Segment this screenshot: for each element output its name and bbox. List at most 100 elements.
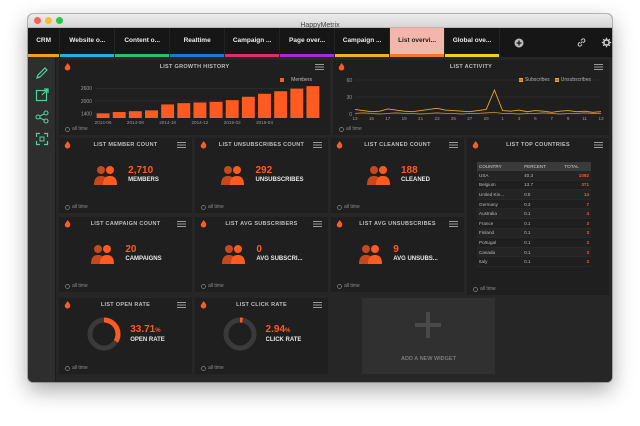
close-window-button[interactable]: [34, 17, 41, 24]
widget-menu-icon[interactable]: [315, 64, 324, 70]
percent-cell: 0.5: [522, 189, 563, 200]
x-tick-label: 21: [418, 116, 424, 121]
tab-campaign-2[interactable]: Campaign ...: [335, 28, 391, 57]
widget-title: LIST TOP COUNTRIES: [506, 142, 570, 148]
chart-bar: [177, 103, 191, 118]
x-tick-label: 9: [567, 116, 570, 121]
tab-website-overview[interactable]: Website o...: [60, 28, 116, 57]
widget-title: LIST CAMPAIGN COUNT: [90, 221, 161, 227]
tab-campaign-1[interactable]: Campaign ...: [225, 28, 281, 57]
clock-icon: [201, 283, 206, 289]
x-tick-label: 2015-02: [224, 120, 241, 125]
widget-menu-icon[interactable]: [594, 64, 603, 70]
country-cell: Canada: [477, 247, 523, 258]
chart-bar: [128, 111, 142, 118]
unsubscribes-count-value: 292: [255, 165, 273, 176]
widget-menu-icon[interactable]: [313, 221, 322, 227]
member-count-label: MEMBERS: [128, 177, 159, 183]
widget-menu-icon[interactable]: [449, 142, 458, 148]
time-range-label: all time: [72, 204, 88, 210]
total-cell: 4: [562, 208, 591, 219]
people-icon: [359, 245, 383, 264]
widget-title: LIST ACTIVITY: [449, 64, 493, 70]
widget-footer: all time: [65, 126, 88, 132]
table-row: Australia 0.1 4: [477, 208, 591, 219]
list-click-rate-widget: LIST CLICK RATE 2.94% CLICK RATE all time: [195, 298, 328, 374]
minimize-window-button[interactable]: [45, 17, 52, 24]
widget-title: LIST MEMBER COUNT: [93, 142, 158, 148]
y-tick-label: 30: [346, 95, 352, 101]
export-icon[interactable]: [34, 87, 50, 103]
tab-realtime[interactable]: Realtime: [170, 28, 226, 57]
pencil-icon[interactable]: [34, 65, 50, 81]
tab-list-overview[interactable]: List overvi...: [390, 28, 446, 57]
table-row: Canada 0.1 3: [477, 247, 591, 258]
click-rate-gauge-fill: [223, 317, 257, 351]
percent-cell: 13.7: [522, 180, 563, 191]
widget-menu-icon[interactable]: [449, 221, 458, 227]
flame-logo-icon: [200, 141, 207, 149]
add-widget-label: ADD A NEW WIDGET: [401, 356, 456, 362]
gear-icon[interactable]: [601, 37, 612, 48]
x-tick-label: 7: [551, 116, 554, 121]
percent-cell: 0.1: [522, 208, 563, 219]
y-tick-label: 60: [346, 78, 352, 84]
tab-global-overview[interactable]: Global ove...: [445, 28, 500, 57]
country-cell: Australia: [477, 208, 523, 219]
member-count-value: 2,710: [128, 165, 154, 176]
widget-menu-icon[interactable]: [177, 302, 186, 308]
campaign-count-label: CAMPAIGNS: [125, 256, 162, 262]
country-cell: Finland: [477, 228, 523, 239]
widget-menu-icon[interactable]: [313, 302, 322, 308]
widget-footer: all time: [201, 283, 224, 289]
total-cell: 371: [562, 180, 591, 191]
people-icon: [91, 245, 115, 264]
tab-content-overview[interactable]: Content o...: [115, 28, 171, 57]
x-tick-label: 13: [352, 116, 358, 121]
total-cell: 3: [562, 218, 591, 229]
x-tick-label: 23: [434, 116, 440, 121]
tab-crm[interactable]: CRM: [28, 28, 61, 57]
zoom-window-button[interactable]: [56, 17, 63, 24]
subscribes-line: [354, 89, 602, 113]
link-icon[interactable]: [576, 37, 587, 48]
chart-bar: [112, 112, 126, 118]
tab-page-overview[interactable]: Page over...: [280, 28, 336, 57]
clock-icon: [201, 365, 206, 371]
table-row: Italy 0.1 3: [477, 256, 591, 267]
cleaned-count-label: CLEANED: [400, 177, 430, 183]
legend-swatch-unsubscribes: [554, 77, 559, 82]
flame-logo-icon: [336, 141, 343, 149]
widget-footer: all time: [473, 286, 496, 292]
clock-icon: [65, 365, 70, 371]
chart-bar: [145, 110, 158, 118]
percent-cell: 0.1: [522, 256, 563, 267]
tool-sidebar: [28, 57, 56, 382]
time-range-label: all time: [480, 286, 496, 292]
x-tick-label: 19: [402, 116, 408, 121]
widget-footer: all time: [65, 283, 88, 289]
add-tab-icon[interactable]: [514, 38, 524, 48]
widget-menu-icon[interactable]: [313, 142, 322, 148]
percent-cell: 0.3: [522, 199, 563, 210]
add-widget-button[interactable]: ADD A NEW WIDGET: [362, 298, 495, 374]
tab-color-stripe: [445, 54, 499, 57]
x-tick-label: 5: [534, 116, 537, 121]
y-tick-label: 2600: [81, 86, 92, 92]
time-range-label: all time: [344, 283, 360, 289]
fullscreen-icon[interactable]: [34, 131, 50, 147]
widget-menu-icon[interactable]: [177, 142, 186, 148]
share-icon[interactable]: [34, 109, 50, 125]
tab-color-stripe: [390, 54, 445, 57]
clock-icon: [65, 283, 70, 289]
country-cell: Italy: [477, 256, 523, 267]
widget-menu-icon[interactable]: [177, 221, 186, 227]
time-range-label: all time: [72, 365, 88, 371]
clock-icon: [473, 286, 478, 292]
percent-cell: 40.3: [522, 171, 563, 181]
clock-icon: [201, 204, 206, 210]
widget-menu-icon[interactable]: [594, 142, 603, 148]
click-rate-label: CLICK RATE: [265, 336, 302, 343]
click-rate-gauge: [223, 317, 257, 351]
